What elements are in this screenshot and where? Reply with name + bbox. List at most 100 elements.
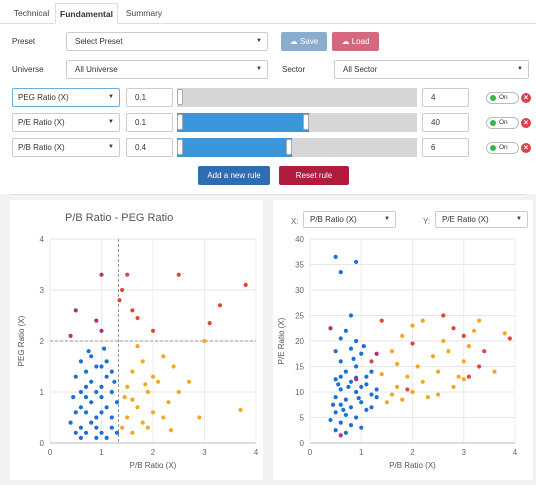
- delete-rule-icon[interactable]: ×: [521, 143, 531, 153]
- scatter-point-blue: [109, 425, 114, 430]
- y-tick-label: 25: [295, 312, 304, 321]
- rule-toggle[interactable]: On: [486, 142, 519, 154]
- x-axis-select-label: X:: [291, 217, 299, 226]
- scatter-point-purple: [338, 433, 343, 438]
- scatter-point-orange: [395, 384, 400, 389]
- y-axis-label: PEG Ratio (X): [17, 315, 26, 366]
- tab-summary[interactable]: Summary: [125, 8, 163, 18]
- chevron-down-icon: ▼: [517, 66, 523, 72]
- scatter-point-blue: [94, 425, 99, 430]
- scatter-point-blue: [109, 389, 114, 395]
- scatter-point-orange: [477, 318, 482, 323]
- cloud-download-icon: ☁: [341, 37, 350, 46]
- scatter-point-blue: [336, 382, 341, 387]
- x-tick-label: 2: [151, 448, 156, 457]
- range-handle-max[interactable]: [303, 114, 309, 130]
- range-handle-min[interactable]: [177, 114, 183, 130]
- range-handle-min[interactable]: [177, 89, 183, 105]
- y-tick-label: 2: [40, 337, 45, 346]
- preset-select[interactable]: Select Preset ▼: [66, 32, 268, 51]
- scatter-point-blue: [99, 364, 104, 369]
- rule-min-input[interactable]: 0.1: [126, 88, 173, 107]
- scatter-point-orange: [161, 415, 166, 420]
- delete-rule-icon[interactable]: ×: [521, 118, 531, 128]
- rule-range-slider[interactable]: [177, 88, 417, 107]
- scatter-point-orange: [471, 328, 477, 333]
- range-handle-max[interactable]: [286, 139, 293, 155]
- rule-field-select[interactable]: P/E Ratio (X) ▼: [12, 113, 120, 132]
- scatter-pb-pe[interactable]: 0 5 10 15 20 25 30 35 40 0 1 2 3 4 P/B Ratio (X) P/E Ra…: [273, 200, 533, 480]
- scatter-point-blue: [354, 389, 359, 395]
- scatter-point-blue: [104, 374, 109, 379]
- scatter-point-blue: [94, 364, 99, 369]
- reset-rule-button[interactable]: Reset rule: [279, 166, 349, 185]
- rule-range-slider[interactable]: [177, 138, 417, 157]
- rule-min-input[interactable]: 0.4: [126, 138, 173, 157]
- save-label: Save: [300, 37, 319, 46]
- scatter-point-red: [482, 349, 487, 354]
- scatter-point-blue: [94, 435, 99, 440]
- scatter-point-orange: [135, 344, 140, 349]
- scatter-point-red: [125, 272, 130, 277]
- add-rule-button[interactable]: Add a new rule: [198, 166, 270, 185]
- rule-max-input[interactable]: 40: [422, 113, 469, 132]
- toggle-dot: [490, 120, 496, 126]
- tab-fundamental[interactable]: Fundamental: [55, 3, 118, 24]
- chevron-down-icon: ▼: [108, 94, 114, 100]
- scatter-point-orange: [125, 384, 130, 389]
- scatter-point-blue: [348, 405, 354, 410]
- scatter-point-blue: [109, 369, 114, 374]
- y-axis-select[interactable]: P/E Ratio (X) ▼: [435, 211, 528, 228]
- scatter-point-orange: [145, 425, 150, 430]
- scatter-point-blue: [83, 410, 89, 415]
- scatter-point-orange: [405, 374, 410, 379]
- y-tick-label: 0: [300, 439, 305, 448]
- x-axis-select[interactable]: P/B Ratio (X) ▼: [303, 211, 396, 228]
- scatter-point-blue: [359, 425, 364, 430]
- scatter-point-orange: [436, 392, 441, 397]
- scatter-point-blue: [341, 407, 346, 412]
- rule-range-slider[interactable]: [177, 113, 417, 132]
- scatter-point-blue: [73, 374, 78, 379]
- scatter-point-blue: [359, 400, 364, 405]
- scatter-point-blue: [343, 328, 348, 333]
- save-button[interactable]: ☁ Save: [281, 32, 327, 51]
- filter-panel: Preset Select Preset ▼ ☁ Save ☁ Load Uni…: [0, 24, 536, 194]
- rule-max-input[interactable]: 6: [422, 138, 469, 157]
- universe-select[interactable]: All Universe ▼: [66, 60, 268, 79]
- scatter-point-blue: [354, 415, 359, 420]
- scatter-point-orange: [156, 379, 161, 384]
- scatter-point-blue: [333, 377, 338, 382]
- scatter-point-orange: [379, 372, 384, 377]
- rule-toggle[interactable]: On: [486, 92, 519, 104]
- scatter-point-blue: [364, 374, 369, 379]
- scatter-point-blue: [338, 387, 343, 392]
- scatter-point-blue: [104, 359, 109, 364]
- scatter-point-orange: [150, 374, 156, 379]
- rule-toggle[interactable]: On: [486, 117, 519, 129]
- scatter-point-blue: [343, 430, 348, 435]
- rule-field-select[interactable]: P/B Ratio (X) ▼: [12, 138, 120, 157]
- rule-field-select[interactable]: PEG Ratio (X) ▼: [12, 88, 120, 107]
- rule-min-input[interactable]: 0.1: [126, 113, 173, 132]
- toggle-dot: [490, 95, 496, 101]
- scatter-point-orange: [389, 392, 395, 397]
- load-button[interactable]: ☁ Load: [332, 32, 379, 51]
- scatter-point-orange: [456, 374, 461, 379]
- chart-left: P/B Ratio - PEG Ratio 0 1 2 3 4 0 1 2 3 4 P/B Rati…: [10, 200, 263, 480]
- tab-technical[interactable]: Technical: [13, 8, 50, 18]
- x-axis-select-value: P/B Ratio (X): [310, 215, 357, 224]
- scatter-point-blue: [354, 338, 359, 344]
- delete-rule-icon[interactable]: ×: [521, 93, 531, 103]
- scatter-point-orange: [461, 377, 466, 382]
- scatter-point-red: [405, 387, 410, 392]
- range-handle-min[interactable]: [177, 139, 183, 155]
- rule-max-input[interactable]: 4: [422, 88, 469, 107]
- scatter-point-orange: [145, 389, 150, 395]
- sector-select[interactable]: All Sector ▼: [334, 60, 529, 79]
- scatter-point-blue: [99, 384, 104, 389]
- scatter-point-blue: [71, 395, 76, 400]
- scatter-point-blue: [343, 397, 348, 402]
- scatter-point-blue: [99, 395, 104, 400]
- scatter-pb-peg[interactable]: 0 1 2 3 4 0 1 2 3 4 P/B Ratio (X) PEG Ratio (X): [10, 200, 263, 480]
